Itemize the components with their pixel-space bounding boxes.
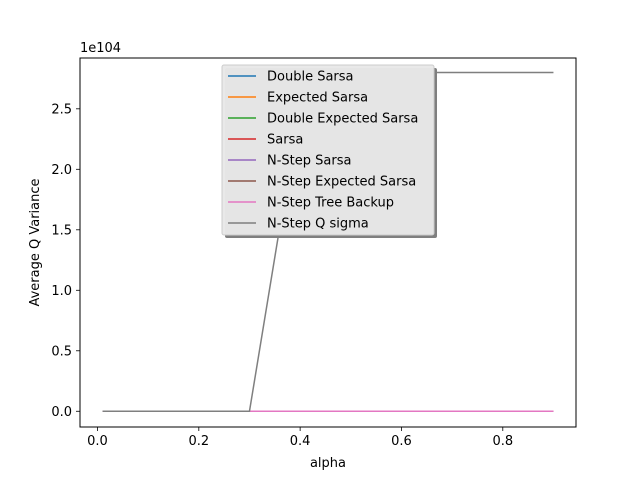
y-axis-offset-label: 1e104 bbox=[80, 41, 121, 56]
legend-entry-label: N-Step Expected Sarsa bbox=[267, 175, 416, 190]
x-tick-label: 0.4 bbox=[290, 434, 311, 449]
y-tick-label: 0.5 bbox=[51, 344, 72, 359]
y-tick-label: 0.0 bbox=[51, 405, 72, 420]
y-axis-label: Average Q Variance bbox=[28, 178, 43, 306]
x-axis-label: alpha bbox=[310, 456, 346, 471]
y-tick-label: 2.5 bbox=[51, 102, 72, 117]
y-axis-ticks: 0.0 0.5 1.0 1.5 2.0 2.5 bbox=[51, 102, 80, 420]
legend-entry-label: N-Step Tree Backup bbox=[267, 196, 394, 211]
legend-box bbox=[221, 64, 435, 236]
legend-entry-label: Double Expected Sarsa bbox=[267, 112, 418, 127]
x-tick-label: 0.2 bbox=[188, 434, 209, 449]
legend-entry-label: N-Step Sarsa bbox=[267, 154, 351, 169]
y-tick-label: 1.0 bbox=[51, 284, 72, 299]
legend: Double Sarsa Expected Sarsa Double Expecte… bbox=[221, 64, 437, 238]
x-tick-label: 0.6 bbox=[391, 434, 412, 449]
legend-entry-label: N-Step Q sigma bbox=[267, 217, 369, 232]
x-axis-ticks: 0.0 0.2 0.4 0.6 0.8 bbox=[87, 427, 513, 449]
y-tick-label: 1.5 bbox=[51, 223, 72, 238]
legend-entry-label: Expected Sarsa bbox=[267, 91, 368, 106]
plot-frame bbox=[79, 57, 577, 428]
legend-entry-label: Sarsa bbox=[267, 133, 303, 148]
y-tick-label: 2.0 bbox=[51, 163, 72, 178]
legend-entry-label: Double Sarsa bbox=[267, 70, 354, 85]
x-tick-label: 0.8 bbox=[492, 434, 513, 449]
x-tick-label: 0.0 bbox=[87, 434, 108, 449]
